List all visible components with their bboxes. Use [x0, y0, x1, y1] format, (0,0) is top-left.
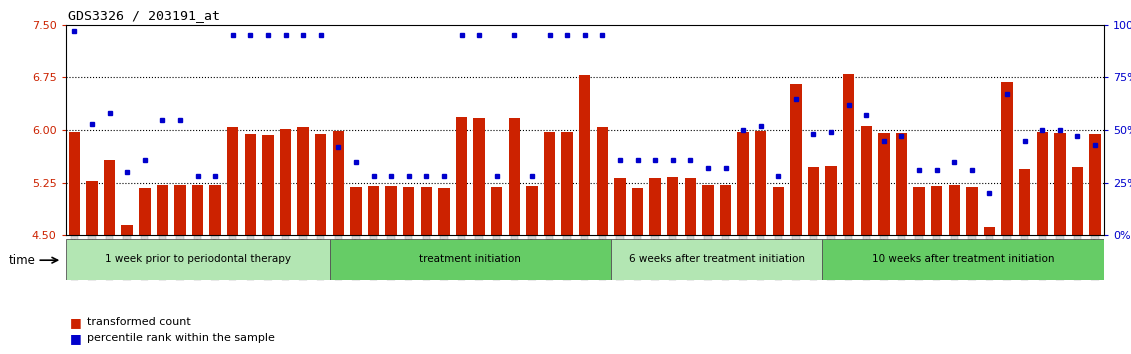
Bar — [209, 185, 221, 235]
Bar — [474, 118, 485, 235]
Bar — [737, 132, 749, 235]
Bar — [262, 135, 274, 235]
Bar — [861, 126, 872, 235]
Bar — [896, 133, 907, 235]
Bar — [843, 74, 854, 235]
Text: ■: ■ — [70, 332, 81, 344]
Text: transformed count: transformed count — [87, 317, 191, 327]
Text: 6 weeks after treatment initiation: 6 weeks after treatment initiation — [629, 254, 805, 264]
Bar — [791, 85, 802, 235]
Bar — [702, 185, 714, 235]
Bar — [386, 186, 397, 235]
Bar — [914, 187, 925, 235]
Bar — [1019, 170, 1030, 235]
Bar — [192, 185, 204, 235]
Text: GDS3326 / 203191_at: GDS3326 / 203191_at — [68, 9, 219, 22]
Bar — [227, 127, 239, 235]
Bar — [491, 187, 502, 235]
Bar — [279, 130, 292, 235]
Bar — [719, 185, 732, 235]
Bar — [597, 127, 608, 235]
Text: 1 week prior to periodontal therapy: 1 week prior to periodontal therapy — [104, 254, 291, 264]
Bar — [579, 75, 590, 235]
Bar — [966, 187, 977, 235]
Text: treatment initiation: treatment initiation — [420, 254, 521, 264]
Bar — [544, 132, 555, 235]
Text: percentile rank within the sample: percentile rank within the sample — [87, 333, 275, 343]
Bar — [438, 188, 450, 235]
Bar — [139, 188, 150, 235]
Bar — [174, 185, 185, 235]
Bar — [984, 227, 995, 235]
Bar — [772, 187, 784, 235]
FancyBboxPatch shape — [66, 239, 329, 280]
Bar — [561, 132, 572, 235]
Bar — [808, 167, 819, 235]
FancyBboxPatch shape — [822, 239, 1104, 280]
Bar — [351, 187, 362, 235]
Bar — [684, 178, 696, 235]
Bar — [614, 178, 625, 235]
Bar — [456, 118, 467, 235]
Bar — [526, 186, 537, 235]
Bar — [368, 186, 379, 235]
FancyBboxPatch shape — [329, 239, 611, 280]
Text: time: time — [9, 254, 36, 267]
Bar — [1072, 167, 1083, 235]
Bar — [244, 133, 256, 235]
Bar — [949, 185, 960, 235]
Bar — [1054, 133, 1065, 235]
Bar — [667, 177, 679, 235]
Bar — [756, 131, 767, 235]
Bar — [826, 166, 837, 235]
Text: 10 weeks after treatment initiation: 10 weeks after treatment initiation — [872, 254, 1054, 264]
Text: ■: ■ — [70, 316, 81, 329]
Bar — [649, 178, 661, 235]
Bar — [632, 188, 644, 235]
Bar — [421, 187, 432, 235]
Bar — [931, 186, 942, 235]
Bar — [1089, 134, 1100, 235]
Bar — [509, 118, 520, 235]
Bar — [403, 187, 414, 235]
Bar — [333, 131, 344, 235]
Bar — [121, 225, 133, 235]
Bar — [86, 181, 97, 235]
Bar — [1001, 82, 1012, 235]
Bar — [316, 133, 327, 235]
Bar — [69, 132, 80, 235]
Bar — [104, 160, 115, 235]
Bar — [878, 133, 890, 235]
Bar — [297, 127, 309, 235]
FancyBboxPatch shape — [611, 239, 822, 280]
Bar — [1036, 132, 1048, 235]
Bar — [157, 185, 169, 235]
